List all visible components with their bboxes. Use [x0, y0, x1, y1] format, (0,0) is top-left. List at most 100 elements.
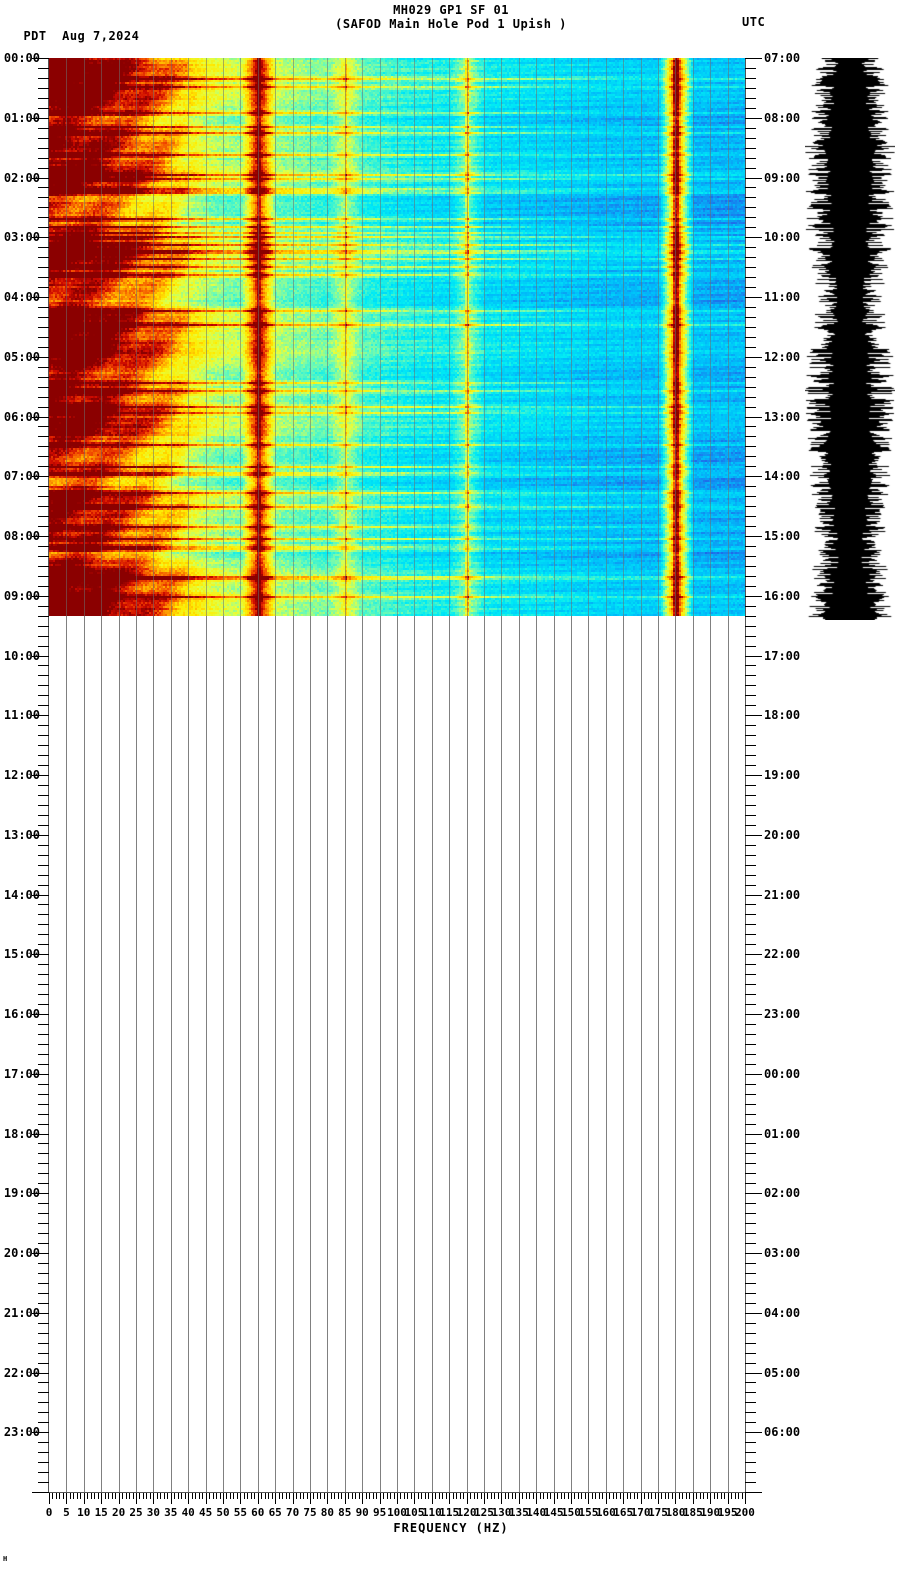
tick-major [32, 1492, 49, 1493]
tick-minor [745, 1114, 756, 1115]
x-tick-minor [87, 1493, 88, 1499]
tick-minor [38, 506, 49, 507]
tick-minor [38, 1333, 49, 1334]
x-tick-minor [98, 1493, 99, 1499]
tick-minor [38, 1183, 49, 1184]
x-tick-major [119, 1493, 120, 1504]
gridline-vertical [554, 58, 555, 1492]
y-axis-right-label: 07:00 [764, 51, 801, 65]
tick-minor [745, 685, 756, 686]
tick-minor [745, 1034, 756, 1035]
tick-minor [38, 1064, 49, 1065]
tick-minor [38, 377, 49, 378]
tick-minor [745, 904, 756, 905]
tick-minor [38, 1482, 49, 1483]
x-tick-minor [630, 1493, 631, 1499]
tick-major [745, 715, 762, 716]
gridline-vertical [380, 58, 381, 1492]
tick-major [745, 536, 762, 537]
tick-minor [38, 187, 49, 188]
tick-minor [38, 785, 49, 786]
x-tick-major [258, 1493, 259, 1504]
gridline-vertical [345, 58, 346, 1492]
x-tick-minor [59, 1493, 60, 1499]
tick-minor [38, 1173, 49, 1174]
x-tick-minor [400, 1493, 401, 1499]
y-axis-right-label: 19:00 [764, 768, 801, 782]
tick-minor [745, 825, 756, 826]
tick-minor [38, 1024, 49, 1025]
tick-minor [745, 556, 756, 557]
gridline-vertical [536, 58, 537, 1492]
x-axis-label: 175 [648, 1506, 668, 1519]
x-tick-minor [522, 1493, 523, 1499]
x-tick-minor [703, 1493, 704, 1499]
x-tick-minor [599, 1493, 600, 1499]
tick-major [32, 178, 49, 179]
x-axis-label: 120 [456, 1506, 477, 1519]
tick-minor [745, 277, 756, 278]
x-tick-minor [609, 1493, 610, 1499]
x-axis-label: 180 [665, 1506, 686, 1519]
tick-major [32, 237, 49, 238]
x-tick-major [432, 1493, 433, 1504]
timezone-left-label: PDT Aug 7,2024 [8, 15, 139, 43]
y-axis-left-label: 16:00 [3, 1007, 40, 1021]
tick-minor [745, 725, 756, 726]
tick-minor [745, 855, 756, 856]
tick-minor [38, 217, 49, 218]
x-axis-label: 190 [700, 1506, 721, 1519]
x-axis-label: 40 [181, 1506, 195, 1519]
tick-minor [38, 446, 49, 447]
x-tick-minor [564, 1493, 565, 1499]
tick-minor [745, 1333, 756, 1334]
x-tick-major [675, 1493, 676, 1504]
spectrogram-canvas [49, 58, 745, 616]
tick-major [745, 1373, 762, 1374]
gridline-vertical [327, 58, 328, 1492]
tick-minor [745, 347, 756, 348]
y-axis-left-label: 07:00 [3, 469, 40, 483]
axis-bottom-line [48, 1492, 746, 1493]
tick-minor [745, 307, 756, 308]
tick-major [745, 954, 762, 955]
x-tick-minor [581, 1493, 582, 1499]
x-tick-minor [359, 1493, 360, 1499]
x-tick-minor [613, 1493, 614, 1499]
x-tick-minor [686, 1493, 687, 1499]
tick-minor [745, 616, 756, 617]
tick-minor [745, 885, 756, 886]
y-axis-right-label: 15:00 [764, 529, 801, 543]
tick-minor [745, 974, 756, 975]
tick-minor [745, 1293, 756, 1294]
x-tick-minor [494, 1493, 495, 1499]
tick-minor [38, 158, 49, 159]
tick-minor [38, 1094, 49, 1095]
x-tick-minor [648, 1493, 649, 1499]
x-tick-minor [463, 1493, 464, 1499]
x-tick-minor [300, 1493, 301, 1499]
x-axis-label: 0 [45, 1506, 53, 1519]
x-tick-major [188, 1493, 189, 1504]
tick-minor [38, 556, 49, 557]
x-tick-major [501, 1493, 502, 1504]
tick-minor [38, 108, 49, 109]
x-tick-major [380, 1493, 381, 1504]
gridline-vertical [571, 58, 572, 1492]
tick-minor [38, 984, 49, 985]
gridline-vertical [414, 58, 415, 1492]
x-tick-minor [665, 1493, 666, 1499]
tick-minor [745, 327, 756, 328]
tick-minor [38, 1153, 49, 1154]
x-tick-minor [439, 1493, 440, 1499]
x-axis-label: 10 [77, 1506, 91, 1519]
x-axis-label: 125 [474, 1506, 494, 1519]
tick-minor [38, 257, 49, 258]
tick-minor [38, 1363, 49, 1364]
x-tick-minor [261, 1493, 262, 1499]
x-tick-minor [561, 1493, 562, 1499]
corner-mark: H [3, 1555, 8, 1563]
x-tick-minor [421, 1493, 422, 1499]
tick-minor [745, 1054, 756, 1055]
x-tick-minor [181, 1493, 182, 1499]
